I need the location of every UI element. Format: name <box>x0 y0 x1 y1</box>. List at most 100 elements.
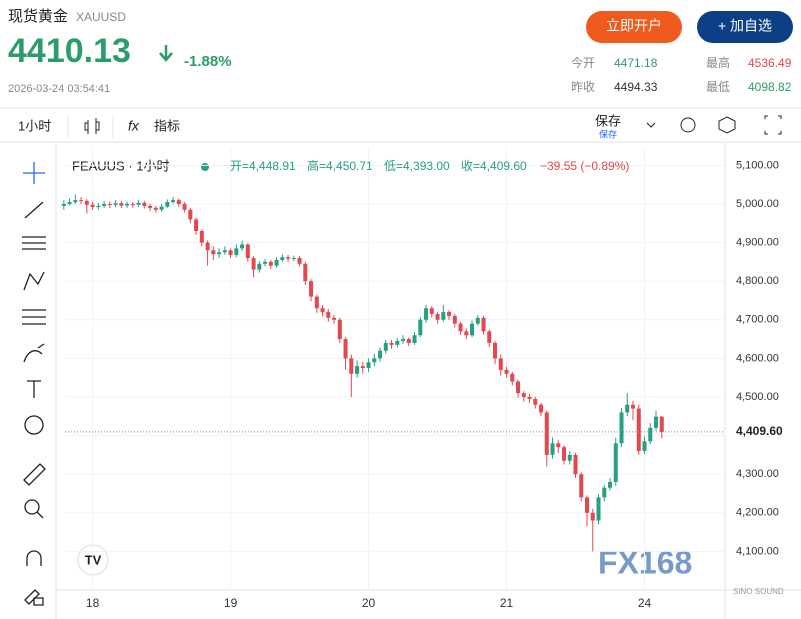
candle-body <box>176 200 181 204</box>
settings-icon[interactable] <box>718 116 736 134</box>
watermark: FX168 <box>598 544 692 580</box>
candle-body <box>406 339 411 343</box>
candle-body <box>102 203 107 206</box>
zoom-tool[interactable] <box>24 499 40 515</box>
symbol: XAUUSD <box>76 10 126 24</box>
candle-body <box>286 257 291 259</box>
interval[interactable]: 1小时 <box>18 118 51 133</box>
fib-tool[interactable] <box>22 236 46 250</box>
alert-icon[interactable] <box>680 117 696 133</box>
candle-body <box>527 396 532 399</box>
candle-body <box>596 497 601 521</box>
watchlist-label[interactable]: + 加自选 <box>718 18 772 34</box>
candle-body <box>516 381 521 394</box>
fullscreen-icon[interactable] <box>764 115 782 135</box>
candle-body <box>521 393 526 397</box>
candle-body <box>372 358 377 363</box>
price: 4410.13 <box>8 32 131 70</box>
candle-body <box>608 481 613 488</box>
candle-body <box>481 317 486 332</box>
candle-body <box>303 263 308 282</box>
down-arrow <box>159 45 173 62</box>
candle-body <box>493 342 498 359</box>
candle-body <box>291 258 296 260</box>
line-tool[interactable] <box>24 201 44 219</box>
legend-item: −39.55 (−0.89%) <box>540 159 629 173</box>
candle-body <box>366 362 371 369</box>
candle-body <box>395 341 400 345</box>
candle-body <box>228 250 233 255</box>
candle-body <box>240 244 245 249</box>
stats: 今开 4471.18 最高 4536.49 昨收 4494.33 最低 4098… <box>571 55 792 94</box>
candle-body <box>567 454 572 461</box>
watchlist-button[interactable] <box>697 11 793 43</box>
candle-body <box>510 373 515 382</box>
candle-icon[interactable] <box>84 118 100 134</box>
indicators[interactable]: 指标 <box>154 118 180 133</box>
candle-body <box>107 203 112 205</box>
candle-body <box>337 319 342 340</box>
open-account-label[interactable]: 立即开户 <box>606 18 662 34</box>
save[interactable]: 保存 <box>595 113 621 128</box>
candle-body <box>412 335 417 343</box>
candle-body <box>452 315 457 324</box>
candle-body <box>585 497 590 513</box>
y-tick-label: 5,100.00 <box>736 159 779 171</box>
candle-body <box>625 404 630 413</box>
candle-body <box>602 487 607 498</box>
save-sub[interactable]: 保存 <box>599 128 617 139</box>
dropdown[interactable] <box>646 122 656 128</box>
candle-body <box>378 350 383 359</box>
candle-body <box>343 339 348 359</box>
legend-item: 高=4,450.71 <box>307 158 373 173</box>
open-account-button[interactable] <box>586 11 682 43</box>
candle-body <box>326 312 331 318</box>
candle-body <box>165 202 170 207</box>
candle-body <box>355 366 360 374</box>
stat-label: 昨收 <box>571 80 595 94</box>
candle-body <box>470 323 475 336</box>
y-tick-label: 4,100.00 <box>736 545 779 557</box>
candle-body <box>332 317 337 320</box>
y-tick-label: 4,700.00 <box>736 314 779 326</box>
lock-tool[interactable] <box>24 589 44 606</box>
candle-body <box>653 416 659 428</box>
candle-body <box>314 296 319 309</box>
stat-label: 最高 <box>706 55 730 70</box>
candle-body <box>458 323 463 332</box>
y-tick-label: 4,600.00 <box>736 352 779 364</box>
fx-icon[interactable]: fx <box>128 118 140 134</box>
candle-body <box>475 317 480 324</box>
x-tick-label: 18 <box>86 596 100 610</box>
pattern-tool[interactable] <box>23 271 45 291</box>
stat-value: 4494.33 <box>614 80 658 94</box>
last-price-label: 4,409.60 <box>736 424 783 438</box>
x-tick-label: 24 <box>638 596 652 610</box>
candle-body <box>309 281 314 297</box>
candle-body <box>194 219 199 231</box>
text-tool[interactable] <box>27 380 41 398</box>
stat-label: 最低 <box>706 80 730 94</box>
candle-body <box>217 252 222 255</box>
crosshair-tool[interactable] <box>23 162 45 184</box>
tv-logo-text[interactable]: TV <box>85 552 102 567</box>
emoji-tool[interactable] <box>24 415 44 435</box>
y-tick-label: 4,300.00 <box>736 468 779 480</box>
candle-body <box>96 205 101 208</box>
ruler-tool[interactable] <box>23 463 46 486</box>
candle-body <box>130 203 135 205</box>
drawing-tools <box>22 162 46 606</box>
projection-tool[interactable] <box>22 309 46 325</box>
candle-body <box>619 412 624 444</box>
candle-body <box>84 200 89 205</box>
magnet-tool[interactable] <box>26 550 42 566</box>
stat-value: 4471.18 <box>614 56 658 70</box>
legend-item: 开=4,448.91 <box>230 159 296 173</box>
watermark-sub: SINO SOUND <box>733 587 784 596</box>
candle-body <box>498 358 503 370</box>
candle-body <box>441 312 446 320</box>
candle-body <box>487 331 492 343</box>
brush-tool[interactable] <box>23 343 45 363</box>
change: -1.88% <box>184 53 232 70</box>
